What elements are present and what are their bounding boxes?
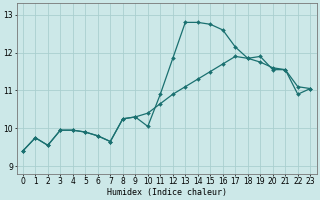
X-axis label: Humidex (Indice chaleur): Humidex (Indice chaleur) — [107, 188, 227, 197]
